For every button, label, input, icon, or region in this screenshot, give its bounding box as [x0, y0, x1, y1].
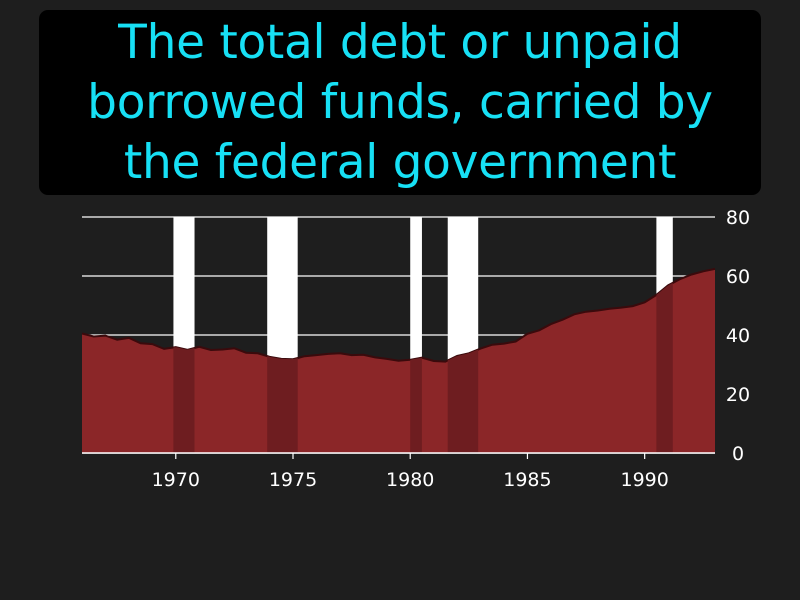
x-axis: 1970 1975 1980 1985 1990	[82, 452, 715, 491]
y-tick-label-80: 80	[726, 207, 750, 229]
y-tick-label-40: 40	[726, 325, 750, 347]
chart: 1970 1975 1980 1985 1990 0 20 40 60 80	[81, 207, 750, 491]
band-overlap-0	[173, 347, 195, 453]
y-axis: 0 20 40 60 80	[726, 207, 750, 465]
band-overlaps	[173, 283, 673, 453]
x-tick-label-1970: 1970	[152, 469, 200, 491]
x-tick-label-1990: 1990	[620, 469, 668, 491]
band-overlap-2	[410, 357, 422, 453]
band-overlap-1	[267, 356, 298, 453]
caption-box: The total debt or unpaid borrowed funds,…	[39, 10, 761, 195]
x-tick-label-1980: 1980	[386, 469, 434, 491]
y-tick-label-0: 0	[732, 443, 744, 465]
band-overlap-3	[447, 349, 479, 453]
caption-text: The total debt or unpaid borrowed funds,…	[87, 14, 713, 190]
x-tick-label-1975: 1975	[269, 469, 317, 491]
x-tick-label-1985: 1985	[503, 469, 551, 491]
y-tick-label-20: 20	[726, 384, 750, 406]
band-overlap-4	[656, 283, 673, 453]
y-tick-label-60: 60	[726, 266, 750, 288]
